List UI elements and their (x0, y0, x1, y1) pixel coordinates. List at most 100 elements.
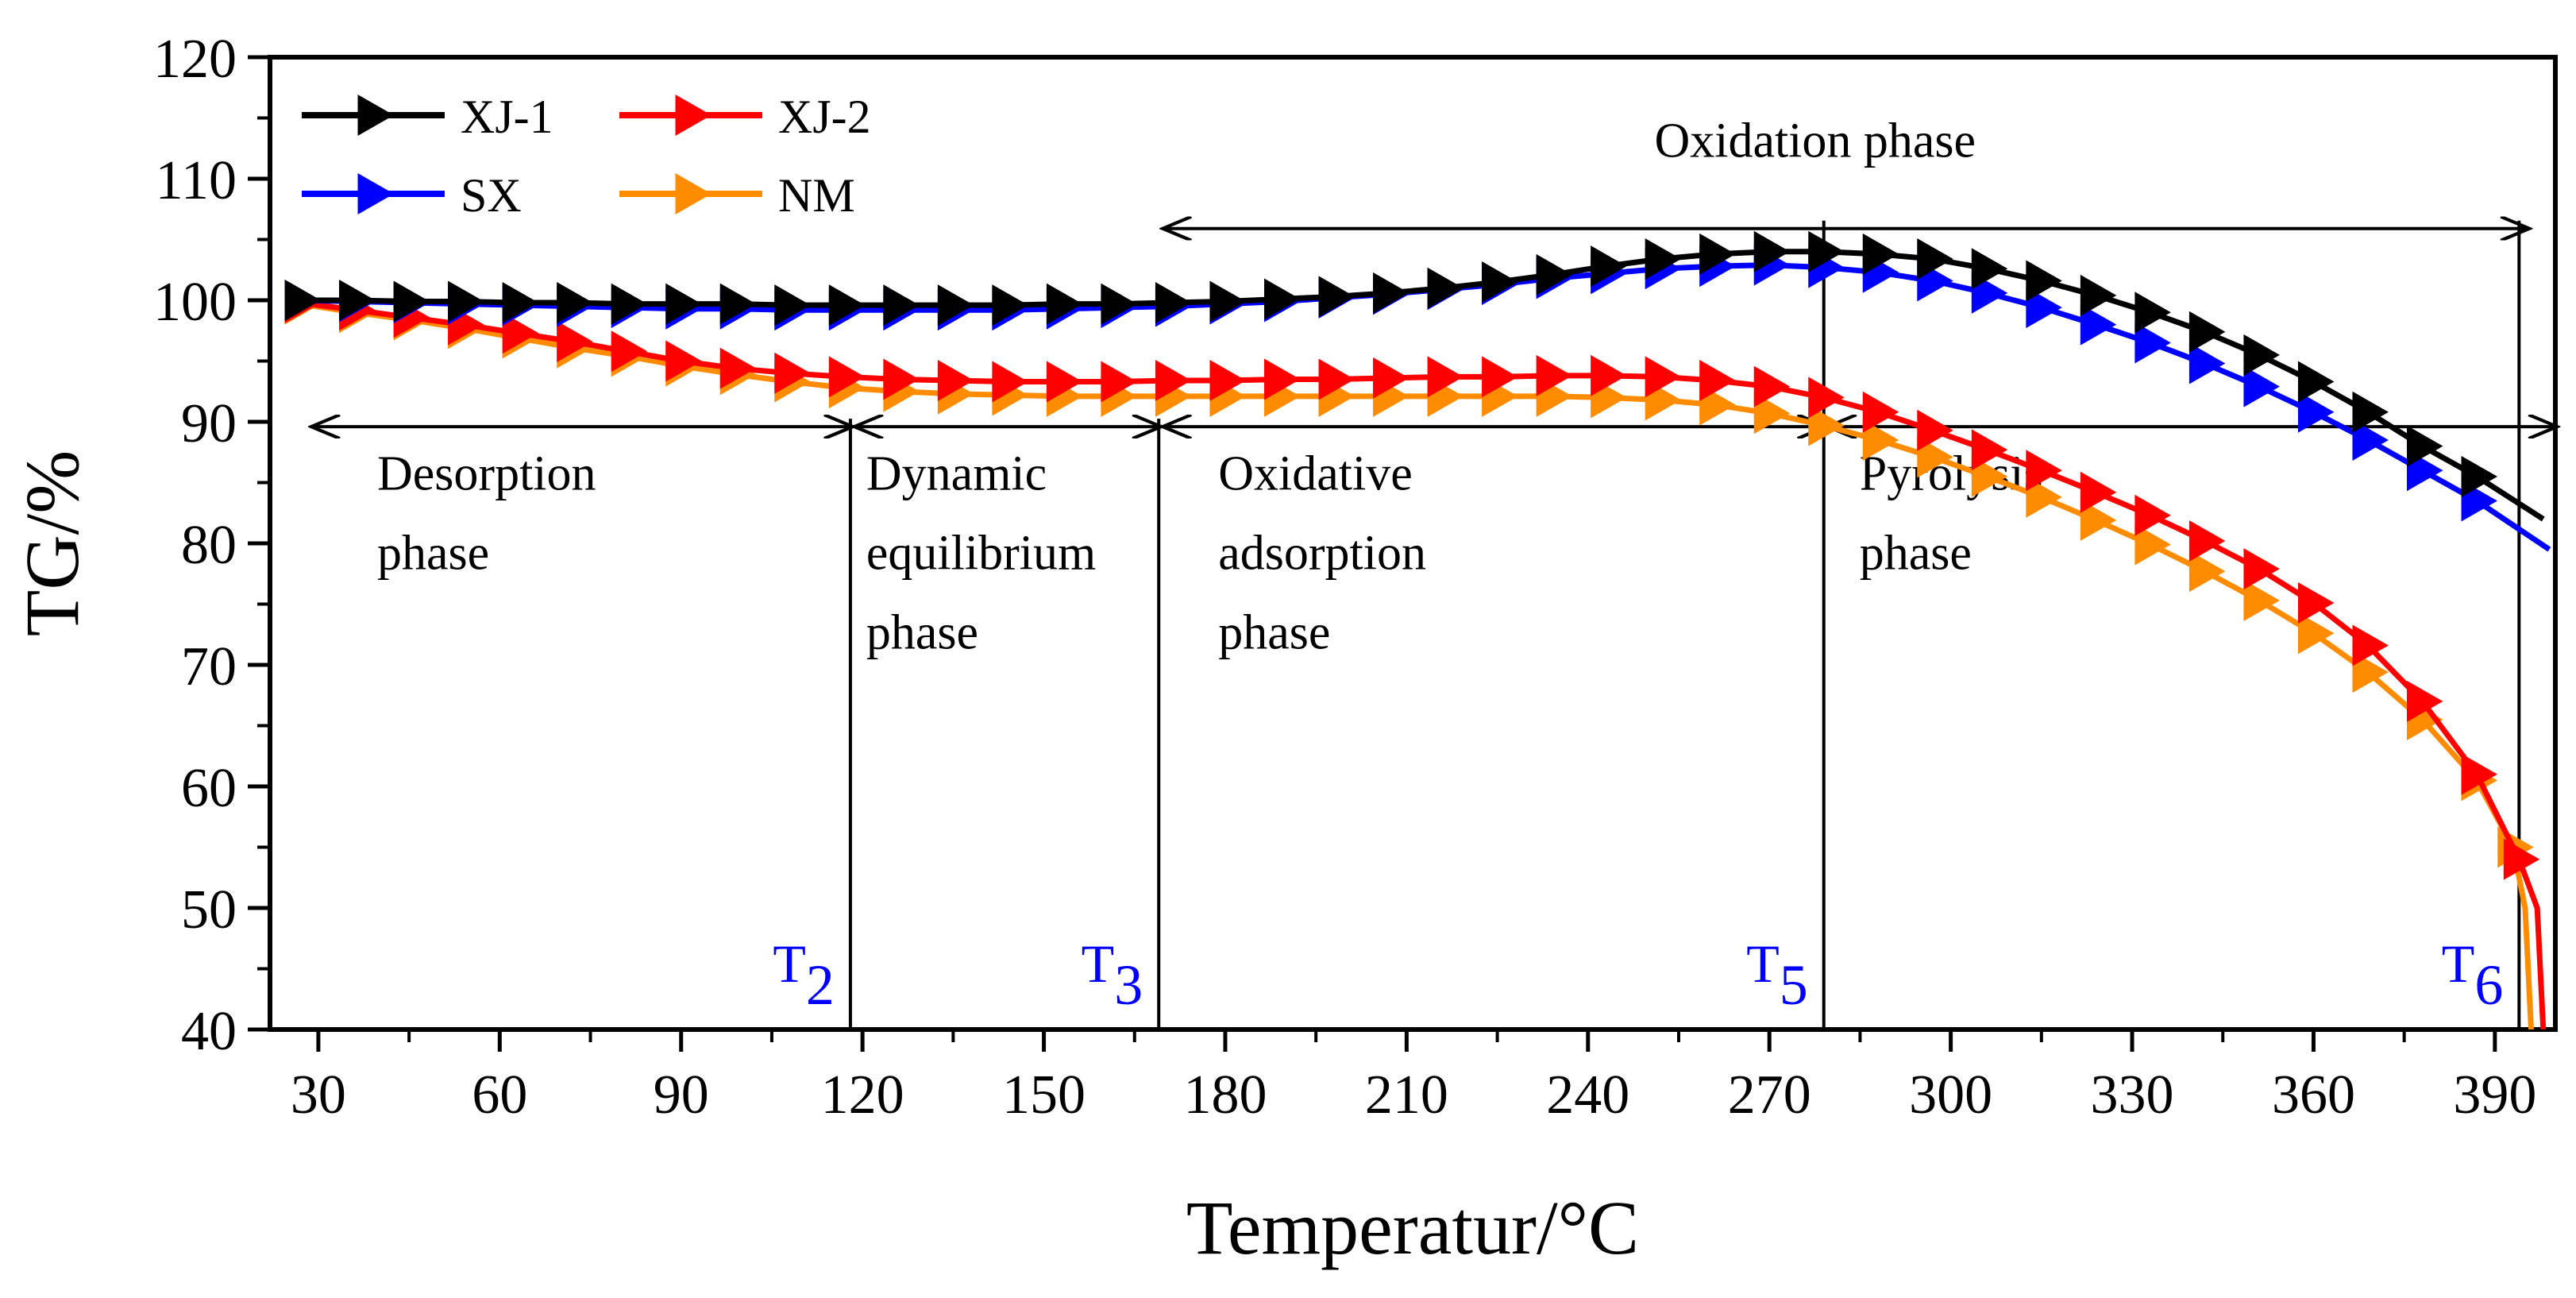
phase-label: phase (1860, 527, 1972, 581)
x-tick-label: 90 (654, 1064, 709, 1126)
data-point (2406, 680, 2443, 722)
data-point (2080, 274, 2117, 316)
legend-item: NM (619, 169, 855, 222)
legend-marker (675, 95, 711, 136)
data-point (502, 312, 539, 354)
data-point (2297, 391, 2335, 433)
data-point (1373, 272, 1409, 314)
data-point (1046, 283, 1083, 325)
boundary-label-main: T (1082, 933, 1115, 994)
boundary-label-sub: 5 (1780, 953, 1808, 1017)
series-line (299, 299, 2547, 1030)
data-point (883, 284, 920, 326)
x-tick-label: 180 (1183, 1064, 1267, 1126)
data-point (1917, 436, 1953, 478)
data-point (2503, 838, 2540, 880)
y-tick-label: 80 (181, 515, 237, 576)
data-point (1699, 359, 1736, 401)
series-xj-2 (284, 282, 2547, 1030)
legend-marker (357, 95, 394, 136)
data-point (1591, 245, 1627, 288)
phase-label: Desorption (377, 447, 596, 501)
data-point (1536, 253, 1573, 296)
data-point (1482, 356, 1518, 398)
series-xj-1 (284, 230, 2545, 522)
x-tick-label: 360 (2272, 1064, 2355, 1126)
data-point (2080, 471, 2117, 513)
data-point (1263, 278, 1301, 320)
data-point (1155, 282, 1192, 324)
data-point (1917, 238, 1953, 280)
data-point (1209, 359, 1246, 401)
x-tick-label: 120 (821, 1064, 904, 1126)
data-point (937, 284, 974, 326)
data-point (611, 283, 648, 325)
data-point (774, 284, 811, 326)
data-point (2243, 334, 2280, 376)
legend-item: SX (302, 169, 522, 222)
data-point (1046, 361, 1083, 403)
data-point (1645, 356, 1682, 398)
data-point (2134, 292, 2171, 334)
x-tick-label: 330 (2091, 1064, 2174, 1126)
data-point (1971, 248, 2008, 290)
data-point (2406, 425, 2443, 467)
phase-label: Dynamic (866, 447, 1047, 501)
phase-label: phase (866, 606, 978, 660)
data-point (2026, 260, 2062, 302)
data-point (2026, 287, 2062, 329)
data-point (2188, 342, 2226, 384)
legend-marker (675, 173, 711, 214)
data-point (2297, 612, 2335, 655)
y-axis-label: TG/% (10, 450, 94, 637)
boundary-label: T3 (1082, 933, 1143, 1017)
data-point (1101, 361, 1137, 403)
data-point (1862, 233, 1899, 275)
data-point (937, 359, 974, 401)
phase-label: equilibrium (866, 527, 1096, 581)
data-point (1263, 358, 1301, 400)
x-tick-label: 150 (1002, 1064, 1086, 1126)
boundary-label-sub: 2 (806, 953, 835, 1017)
phase-label: phase (377, 527, 489, 581)
data-point (1808, 230, 1845, 272)
data-point (557, 282, 593, 324)
data-point (1427, 267, 1464, 309)
data-point (1101, 283, 1137, 325)
data-point (1373, 357, 1409, 399)
boundary-label-main: T (2442, 933, 2475, 994)
phase-label: phase (1218, 606, 1330, 660)
data-point (1862, 391, 1899, 433)
data-point (2134, 322, 2171, 364)
data-point (2352, 624, 2389, 666)
data-point (284, 280, 322, 321)
oxidation-phase-label: Oxidation phase (1654, 114, 1976, 168)
data-point (1808, 377, 1845, 419)
data-point (828, 356, 866, 398)
legend-label: SX (461, 169, 522, 222)
y-tick-label: 60 (181, 758, 237, 819)
data-point (1427, 356, 1464, 398)
data-point (2352, 419, 2389, 461)
boundary-label: T5 (1746, 933, 1808, 1017)
data-point (557, 321, 593, 363)
x-tick-label: 300 (1909, 1064, 1992, 1126)
data-point (1482, 261, 1518, 303)
data-point (1591, 354, 1627, 396)
y-tick-label: 120 (153, 29, 237, 90)
x-tick-label: 390 (2453, 1064, 2536, 1126)
legend-item: XJ-1 (302, 91, 553, 143)
series-line (300, 249, 2545, 522)
data-point (2243, 548, 2280, 590)
x-tick-label: 60 (472, 1064, 527, 1126)
data-point (719, 283, 757, 325)
data-point (2352, 391, 2389, 433)
data-point (2461, 455, 2498, 497)
series-nm (284, 283, 2535, 1030)
axes: 30 60 90 120 150 180 210 240 270 300 330 360 3904050… (153, 29, 2536, 1126)
data-point (1209, 280, 1246, 323)
data-point (2243, 365, 2280, 408)
data-point (665, 283, 702, 325)
data-point (1917, 409, 1953, 451)
data-point (828, 284, 866, 326)
